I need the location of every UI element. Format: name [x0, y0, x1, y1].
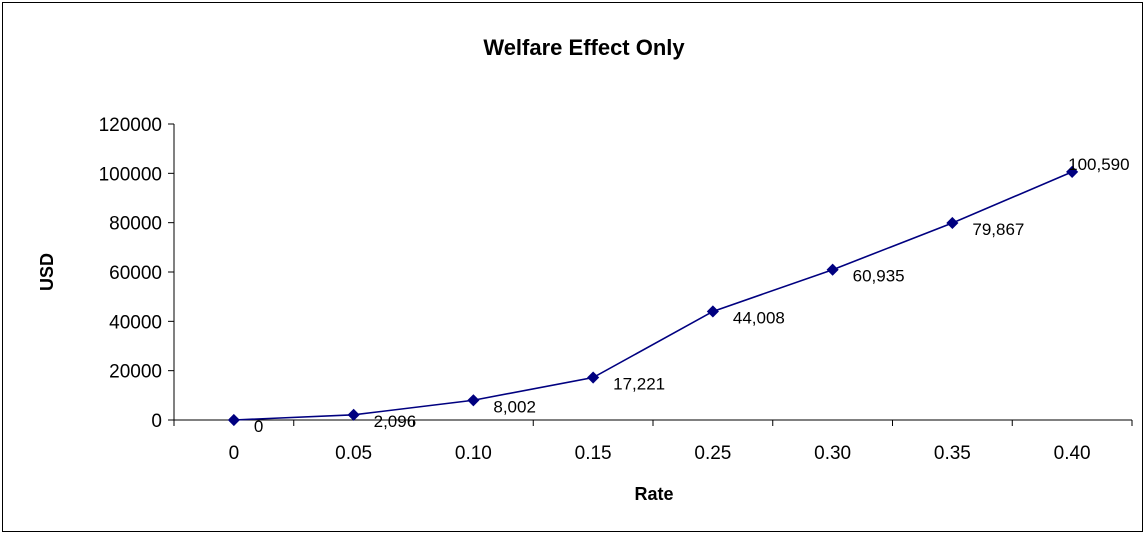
data-label: 17,221 — [613, 375, 665, 394]
x-tick-label: 0.10 — [455, 443, 492, 464]
x-axis-title: Rate — [634, 484, 673, 504]
data-label: 79,867 — [972, 220, 1024, 239]
y-tick-label: 40000 — [109, 312, 162, 333]
data-label: 0 — [254, 417, 263, 436]
x-tick-label: 0.35 — [934, 443, 971, 464]
x-tick-label: 0 — [229, 443, 240, 464]
y-tick-label: 120000 — [99, 115, 162, 136]
y-tick-label: 60000 — [109, 263, 162, 284]
x-tick-label: 0.05 — [335, 443, 372, 464]
data-label: 2,096 — [374, 412, 417, 431]
y-tick-label: 80000 — [109, 214, 162, 235]
chart-title: Welfare Effect Only — [483, 35, 685, 60]
data-point-marker — [1066, 165, 1079, 178]
data-label: 100,590 — [1068, 155, 1129, 174]
x-tick-label: 0.25 — [694, 443, 731, 464]
series: 0 2,096 8,002 17,221 44,008 60,935 79,867 100,5… — [227, 155, 1130, 436]
data-label: 8,002 — [493, 397, 536, 416]
x-tick-label: 0.40 — [1054, 443, 1091, 464]
x-tick-label: 0.30 — [814, 443, 851, 464]
x-tick-label: 0.15 — [575, 443, 612, 464]
series-line — [233, 171, 1073, 421]
data-point-marker — [347, 408, 360, 421]
data-point-marker — [826, 263, 839, 276]
data-label: 60,935 — [853, 267, 905, 286]
y-tick-label: 0 — [151, 411, 162, 432]
data-point-marker — [467, 394, 480, 407]
data-point-marker — [587, 371, 600, 384]
data-point-marker — [706, 305, 719, 318]
y-axis-title: USD — [37, 253, 57, 291]
y-tick-label: 20000 — [109, 362, 162, 383]
y-tick-label: 100000 — [99, 164, 162, 185]
data-point-marker — [227, 413, 240, 427]
axes: 0 20000 40000 60000 80000 100000 120000 0 0.05 0.… — [99, 115, 1133, 464]
data-point-marker — [946, 216, 959, 230]
data-label: 44,008 — [733, 308, 785, 327]
